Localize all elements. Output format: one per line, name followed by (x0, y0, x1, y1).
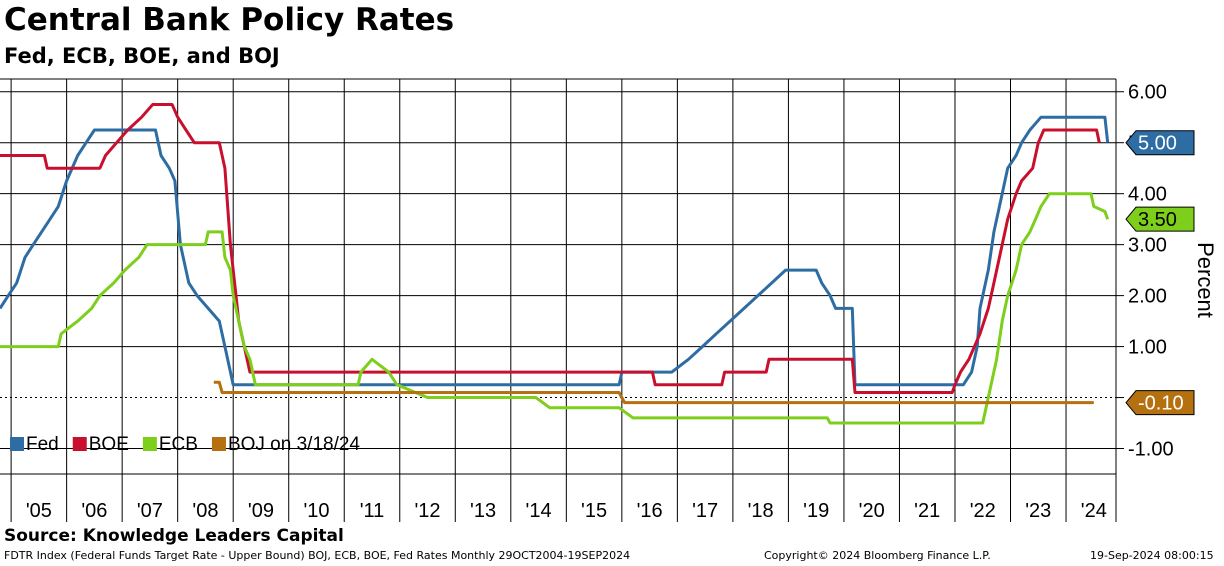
last-value-label-fed: 5.00 (1138, 133, 1177, 155)
legend-swatch (72, 437, 87, 451)
y-tick-label: -1.00 (1128, 439, 1174, 461)
legend-swatch (211, 437, 226, 451)
grid-layer (0, 79, 1116, 474)
footer-timestamp: 19-Sep-2024 08:00:15 (1090, 549, 1214, 562)
axis-layer: -1.00 1.00 2.00 3.00 4.00 5.00 6.00 '05 '06 '07 '0… (0, 78, 1174, 522)
chart-title: Central Bank Policy Rates (4, 2, 455, 38)
chart-subtitle: Fed, ECB, BOE, and BOJ (4, 44, 280, 68)
y-axis-label: Percent (1193, 242, 1218, 318)
x-tick-label: '08 (192, 500, 218, 522)
legend-label: BOJ on 3/18/24 (228, 434, 360, 455)
x-tick-label: '06 (81, 500, 107, 522)
last-value-label-boj: -0.10 (1138, 393, 1184, 415)
series-layer (0, 103, 1110, 425)
y-tick-label: 2.00 (1128, 286, 1167, 308)
x-tick-label: '22 (970, 500, 996, 522)
legend-swatch (142, 437, 157, 451)
x-tick-label: '14 (526, 500, 552, 522)
x-tick-label: '21 (914, 500, 940, 522)
last-value-tag-boj (1125, 390, 1195, 416)
x-tick-label: '19 (803, 500, 829, 522)
legend-label: Fed (26, 434, 59, 455)
x-tick-label: '15 (581, 500, 607, 522)
source-note: Source: Knowledge Leaders Capital (4, 526, 344, 546)
series-line-boj (213, 380, 1094, 405)
footer-copyright: Copyright© 2024 Bloomberg Finance L.P. (764, 549, 991, 562)
series-line-fed (0, 115, 1110, 387)
footer-description: FDTR Index (Federal Funds Target Rate - … (4, 549, 631, 562)
x-tick-label: '07 (137, 500, 163, 522)
x-tick-label: '18 (748, 500, 774, 522)
legend-swatch (10, 437, 24, 451)
x-tick-label: '23 (1025, 500, 1051, 522)
series-line-ecb (0, 192, 1110, 425)
y-tick-label: 4.00 (1128, 184, 1167, 206)
y-tick-label: 3.00 (1128, 235, 1167, 257)
y-tick-label: 6.00 (1128, 82, 1167, 104)
x-tick-label: '11 (360, 500, 385, 522)
legend-label: BOE (89, 434, 129, 455)
series-line-boe (0, 103, 1101, 394)
x-tick-label: '24 (1081, 500, 1107, 522)
x-tick-label: '17 (692, 500, 718, 522)
x-tick-label: '13 (470, 500, 496, 522)
x-tick-label: '05 (26, 500, 52, 522)
x-tick-label: '09 (248, 500, 274, 522)
y-tick-label: 1.00 (1128, 337, 1167, 359)
x-tick-label: '20 (859, 500, 885, 522)
last-value-tag-fed (1125, 130, 1195, 156)
last-value-tag-ecb (1125, 206, 1195, 232)
x-tick-label: '16 (637, 500, 663, 522)
legend-label: ECB (159, 434, 198, 455)
legend-layer: Fed BOE ECB BOJ on 3/18/24 (10, 434, 360, 455)
x-tick-label: '10 (303, 500, 329, 522)
x-tick-label: '12 (414, 500, 440, 522)
last-value-label-ecb: 3.50 (1138, 209, 1177, 231)
last-value-tags: 5.00 3.50 -0.10 (1125, 130, 1195, 416)
